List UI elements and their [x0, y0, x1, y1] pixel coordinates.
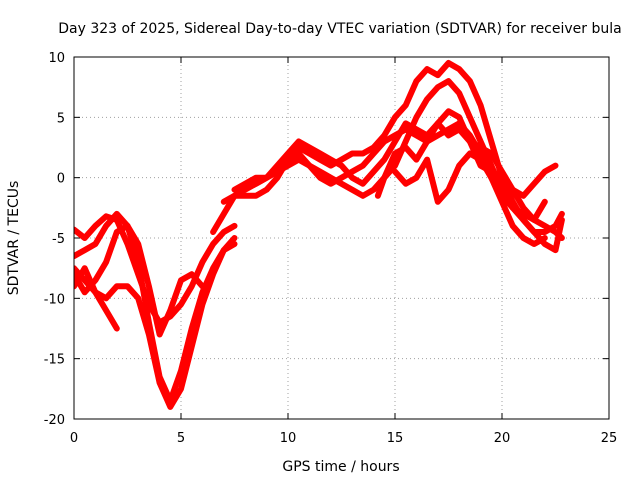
x-tick-label: 15: [387, 431, 404, 446]
chart-title: Day 323 of 2025, Sidereal Day-to-day VTE…: [58, 21, 621, 37]
y-tick-label: -15: [44, 353, 65, 368]
data-series: [74, 60, 565, 410]
x-axis-label: GPS time / hours: [282, 459, 399, 475]
y-tick-label: 10: [48, 51, 65, 66]
y-tick-label: -20: [44, 413, 65, 428]
series-line-4: [74, 222, 206, 338]
y-axis-label: SDTVAR / TECUs: [6, 181, 22, 296]
y-tick-label: -5: [52, 232, 65, 247]
x-tick-label: 20: [494, 431, 511, 446]
x-tick-label: 10: [280, 431, 297, 446]
plot-frame: [73, 56, 610, 420]
y-tick-label: -10: [44, 292, 65, 307]
y-tick-label: 5: [57, 111, 65, 126]
x-tick-label: 0: [70, 431, 78, 446]
series-line-11: [392, 150, 548, 223]
series-line-3: [74, 241, 238, 410]
y-tick-label: 0: [57, 172, 65, 187]
x-tick-label: 5: [177, 431, 185, 446]
series-line-5: [74, 265, 120, 332]
x-axis-ticks: 0 5 10 15 20 25: [70, 57, 617, 446]
y-axis-ticks: -20 -15 -10 -5 0 5 10: [44, 51, 609, 428]
x-tick-label: 25: [601, 431, 618, 446]
